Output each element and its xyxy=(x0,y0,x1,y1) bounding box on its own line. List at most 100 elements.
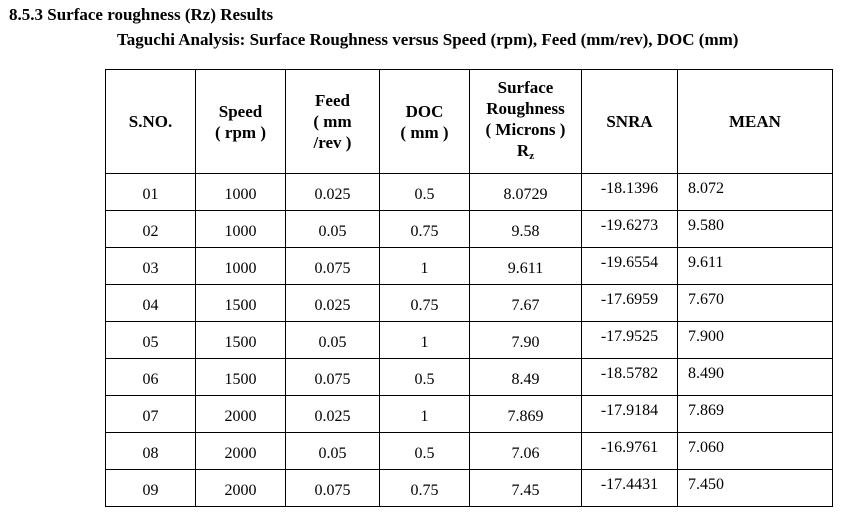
cell-mean: 7.060 xyxy=(677,432,833,470)
table-row: 08 2000 0.05 0.5 7.06 -16.9761 7.060 xyxy=(105,432,833,470)
header-mean: MEAN xyxy=(677,69,833,174)
cell-sno: 05 xyxy=(105,321,196,359)
cell-snra: -18.5782 xyxy=(581,358,678,396)
cell-feed: 0.025 xyxy=(285,173,380,211)
cell-doc: 0.5 xyxy=(379,358,470,396)
header-feed: Feed ( mm /rev ) xyxy=(285,69,380,174)
cell-feed: 0.025 xyxy=(285,284,380,322)
table-row: 03 1000 0.075 1 9.611 -19.6554 9.611 xyxy=(105,247,833,285)
cell-sno: 03 xyxy=(105,247,196,285)
header-sno-line: S.NO. xyxy=(128,112,173,131)
cell-roughness: 8.0729 xyxy=(469,173,582,211)
cell-roughness: 7.90 xyxy=(469,321,582,359)
header-speed-unit: ( rpm ) xyxy=(215,122,266,142)
header-speed-line: Speed xyxy=(218,101,263,121)
header-roughness: Surface Roughness ( Microns ) Rz xyxy=(469,69,582,174)
header-doc-unit: ( mm ) xyxy=(400,122,449,142)
cell-roughness: 7.67 xyxy=(469,284,582,322)
symbol-r: R xyxy=(516,140,530,160)
cell-sno: 09 xyxy=(105,469,196,507)
cell-feed: 0.05 xyxy=(285,210,380,248)
header-sno: S.NO. xyxy=(105,69,196,174)
header-roughness-line-1: Surface xyxy=(497,77,554,97)
cell-mean: 8.072 xyxy=(677,173,833,211)
cell-doc: 1 xyxy=(379,247,470,285)
cell-feed: 0.075 xyxy=(285,358,380,396)
header-roughness-unit: ( Microns ) xyxy=(485,119,566,139)
cell-mean: 7.900 xyxy=(677,321,833,359)
table-row: 06 1500 0.075 0.5 8.49 -18.5782 8.490 xyxy=(105,358,833,396)
header-mean-line: MEAN xyxy=(729,112,781,131)
cell-sno: 04 xyxy=(105,284,196,322)
cell-snra: -19.6273 xyxy=(581,210,678,248)
cell-speed: 1000 xyxy=(195,247,286,285)
cell-speed: 1500 xyxy=(195,321,286,359)
header-snra-line: SNRA xyxy=(606,112,653,131)
header-doc: DOC ( mm ) xyxy=(379,69,470,174)
cell-sno: 06 xyxy=(105,358,196,396)
cell-snra: -18.1396 xyxy=(581,173,678,211)
section-heading: 8.5.3 Surface roughness (Rz) Results xyxy=(9,5,274,24)
header-roughness-symbol: Rz xyxy=(470,140,581,167)
cell-sno: 07 xyxy=(105,395,196,433)
table-row: 09 2000 0.075 0.75 7.45 -17.4431 7.450 xyxy=(105,469,833,507)
table-header: S.NO. Speed ( rpm ) Feed ( mm /rev ) DOC… xyxy=(105,69,833,174)
table-row: 02 1000 0.05 0.75 9.58 -19.6273 9.580 xyxy=(105,210,833,248)
cell-doc: 0.75 xyxy=(379,210,470,248)
table-row: 05 1500 0.05 1 7.90 -17.9525 7.900 xyxy=(105,321,833,359)
cell-doc: 1 xyxy=(379,395,470,433)
table-row: 07 2000 0.025 1 7.869 -17.9184 7.869 xyxy=(105,395,833,433)
cell-speed: 1500 xyxy=(195,284,286,322)
cell-snra: -17.4431 xyxy=(581,469,678,507)
cell-sno: 02 xyxy=(105,210,196,248)
cell-mean: 7.450 xyxy=(677,469,833,507)
cell-speed: 2000 xyxy=(195,432,286,470)
cell-roughness: 9.611 xyxy=(469,247,582,285)
cell-snra: -17.9184 xyxy=(581,395,678,433)
cell-doc: 0.5 xyxy=(379,173,470,211)
cell-feed: 0.075 xyxy=(285,469,380,507)
cell-roughness: 7.45 xyxy=(469,469,582,507)
table-body: 01 1000 0.025 0.5 8.0729 -18.1396 8.072 02 1000 0… xyxy=(105,173,833,507)
cell-feed: 0.05 xyxy=(285,432,380,470)
cell-mean: 9.611 xyxy=(677,247,833,285)
cell-sno: 08 xyxy=(105,432,196,470)
cell-speed: 1000 xyxy=(195,173,286,211)
table-row: 04 1500 0.025 0.75 7.67 -17.6959 7.670 xyxy=(105,284,833,322)
cell-mean: 9.580 xyxy=(677,210,833,248)
cell-speed: 1500 xyxy=(195,358,286,396)
cell-roughness: 7.06 xyxy=(469,432,582,470)
cell-doc: 0.5 xyxy=(379,432,470,470)
header-feed-line: Feed xyxy=(315,91,350,110)
cell-feed: 0.075 xyxy=(285,247,380,285)
cell-roughness: 9.58 xyxy=(469,210,582,248)
header-feed-unit-1: ( mm xyxy=(313,112,352,131)
cell-mean: 7.670 xyxy=(677,284,833,322)
symbol-subscript-z: z xyxy=(529,149,535,162)
cell-snra: -17.9525 xyxy=(581,321,678,359)
cell-roughness: 7.869 xyxy=(469,395,582,433)
cell-mean: 7.869 xyxy=(677,395,833,433)
cell-speed: 1000 xyxy=(195,210,286,248)
header-roughness-line-2: Roughness xyxy=(486,98,565,118)
cell-mean: 8.490 xyxy=(677,358,833,396)
cell-doc: 0.75 xyxy=(379,284,470,322)
cell-feed: 0.025 xyxy=(285,395,380,433)
cell-doc: 0.75 xyxy=(379,469,470,507)
header-doc-line: DOC xyxy=(405,101,444,121)
cell-doc: 1 xyxy=(379,321,470,359)
cell-sno: 01 xyxy=(105,173,196,211)
cell-snra: -17.6959 xyxy=(581,284,678,322)
header-row: S.NO. Speed ( rpm ) Feed ( mm /rev ) DOC… xyxy=(105,69,833,174)
cell-snra: -19.6554 xyxy=(581,247,678,285)
results-table: S.NO. Speed ( rpm ) Feed ( mm /rev ) DOC… xyxy=(105,69,833,507)
cell-feed: 0.05 xyxy=(285,321,380,359)
cell-snra: -16.9761 xyxy=(581,432,678,470)
cell-roughness: 8.49 xyxy=(469,358,582,396)
cell-speed: 2000 xyxy=(195,395,286,433)
table-row: 01 1000 0.025 0.5 8.0729 -18.1396 8.072 xyxy=(105,173,833,211)
table-caption: Taguchi Analysis: Surface Roughness vers… xyxy=(117,30,739,49)
header-feed-unit-2: /rev ) xyxy=(313,133,352,152)
header-speed: Speed ( rpm ) xyxy=(195,69,286,174)
cell-speed: 2000 xyxy=(195,469,286,507)
